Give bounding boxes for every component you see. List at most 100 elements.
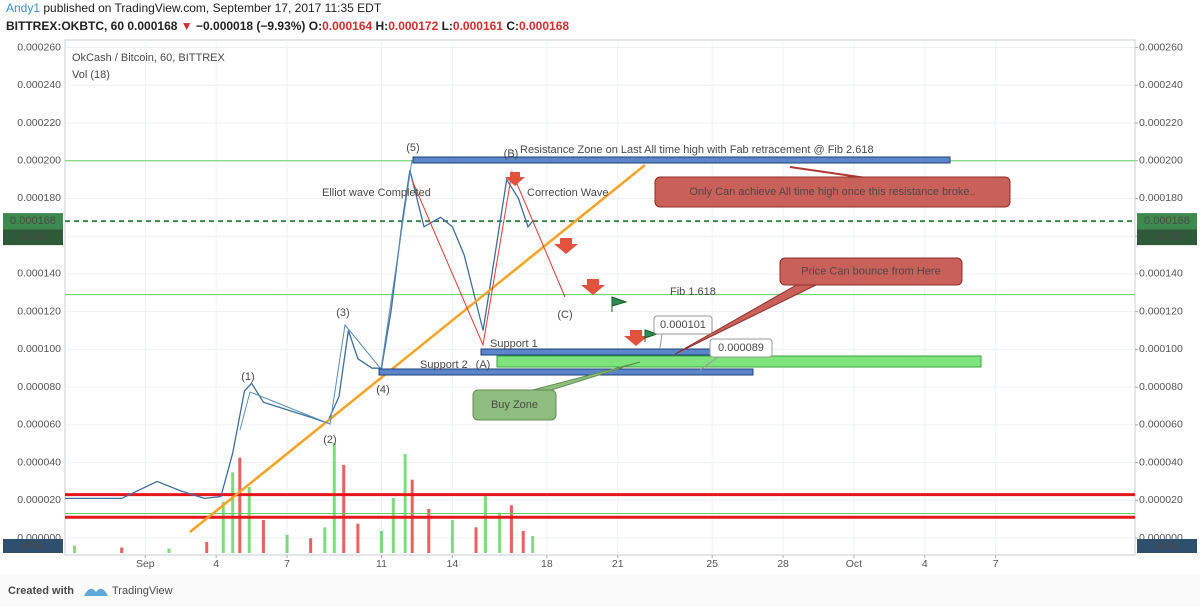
h-label: H: [376,19,389,33]
x-tick-label: 21 [612,558,624,570]
countdown-label: 24:26 [1153,231,1181,243]
published: published on TradingView.com, September … [43,1,381,15]
annotation-box [472,389,557,421]
x-tick-label: 25 [706,558,718,570]
last-price-box [1137,213,1197,230]
volume-label-box [1137,539,1197,553]
y-tick-label: 0.000240 [17,79,61,91]
buy-zone-band [496,355,982,368]
volume-bar [167,548,171,553]
volume-bar [531,535,535,553]
volume-bar [221,501,225,553]
callout-pointer [699,356,719,371]
volume-bar [238,457,242,553]
y2-tick-label: 0.000100 [1139,343,1183,355]
levels [65,160,1135,519]
c-label: C: [506,19,519,33]
y2-tick-label: 0.000060 [1139,419,1183,431]
volume-bar [391,498,395,553]
impulse-wave [239,159,413,431]
footer-created: Created with [8,585,74,597]
low: 0.000161 [453,19,503,33]
header-line-1: Andy1 published on TradingView.com, Sept… [6,1,382,15]
annotation-text: Correction Wave [527,187,609,199]
y2-tick-label: 0.000240 [1139,79,1183,91]
y-tick-label: 0.000200 [17,155,61,167]
volume-bar [427,509,431,553]
y-tick-label: 0.000100 [17,343,61,355]
wave-label: (2) [323,434,336,446]
y-tick-label: 0.000060 [17,419,61,431]
wave-label: (C) [557,309,572,321]
plot-frame [64,39,1136,556]
volume-bar [285,534,289,553]
down-arrow [505,172,525,186]
x-tick-label: Sep [136,558,155,570]
annotation-text: Fib 1.618 [670,286,716,298]
down-arrow [581,279,605,295]
y-tick-label: 0.000040 [17,456,61,468]
volume-bar [261,520,265,553]
volume-title: Vol (18) [72,69,110,81]
y2-tick-label: 0.000260 [1139,41,1183,53]
volume-bar [120,547,124,553]
y2-tick-label: 0.000120 [1139,305,1183,317]
x-tick-label: 14 [447,558,459,570]
countdown-box [1137,229,1197,246]
callout-box [709,338,773,358]
author: Andy1 [6,1,40,15]
y-tick-label: 0.000220 [17,117,61,129]
y2-tick-label: 0.000020 [1139,494,1183,506]
x-tick-label: 4 [213,558,219,570]
callout-box [653,315,713,335]
last-price-label: 0.000168 [10,215,56,227]
correction-wave [411,170,566,347]
countdown-box [3,229,63,246]
volume-bar [332,443,336,553]
volume-bar [483,494,487,553]
arrow: ▼ [181,19,193,33]
volume-bar [323,527,327,553]
volume-bar [309,538,313,553]
volume-bar [450,520,454,553]
trend-line [189,164,646,533]
wave-label: (5) [406,142,419,154]
countdown-label: 24:26 [19,231,47,243]
y2-tick-label: 0.000080 [1139,381,1183,393]
x-tick-label: 28 [777,558,789,570]
y-tick-label: 0.000140 [17,268,61,280]
annotation-text: Resistance Zone on Last All time high wi… [520,144,874,156]
logo [84,588,108,596]
footer-brand: TradingView [112,585,173,597]
flag [611,296,628,312]
annotation-text: Support 2 [420,359,468,371]
volume-bar [356,523,360,553]
wave-label: (1) [241,371,254,383]
o-label: O: [309,19,322,33]
open: 0.000164 [322,19,372,33]
x-tick-label: 7 [284,558,290,570]
y-tick-label: 0.000180 [17,192,61,204]
x-tick-label: Oct [846,558,862,570]
volume-label-box [3,539,63,553]
volume-bar [498,512,502,553]
y-tick-label: 0.000120 [17,305,61,317]
volume-label: 465K [20,540,46,552]
callout-text: 0.000101 [660,319,706,331]
callout-text: 0.000089 [718,342,764,354]
annotation-box [779,257,963,286]
last-price-box [3,213,63,230]
y2-tick-label: 0.000140 [1139,268,1183,280]
volume-label: 465K [1154,540,1180,552]
l-label: L: [442,19,453,33]
wave-label: (B) [504,148,519,160]
down-arrow [554,238,578,254]
annotation-text: Elliot wave Completed [322,187,431,199]
y2-tick-label: 0.000200 [1139,155,1183,167]
y-tick-label: 0.000020 [17,494,61,506]
wave-label: (4) [376,384,389,396]
chart-title: OkCash / Bitcoin, 60, BITTREX [72,52,225,64]
footer-band [0,575,1200,607]
